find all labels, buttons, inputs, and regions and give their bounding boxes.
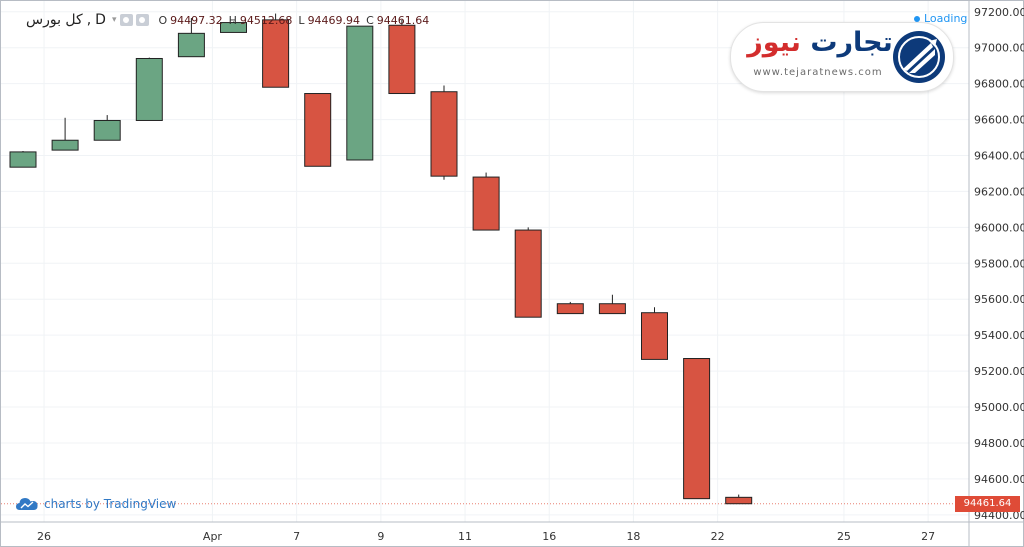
- candle-up[interactable]: [177, 32, 205, 58]
- candle-up[interactable]: [346, 25, 374, 161]
- y-tick-label: 97200.00: [974, 6, 1024, 19]
- logo-emblem-icon: [893, 31, 945, 83]
- last-price-tag: 94461.64: [955, 495, 1020, 512]
- chevron-down-icon[interactable]: ▾: [111, 15, 117, 25]
- candle-down[interactable]: [472, 176, 500, 231]
- y-tick-label: 94400.00: [974, 509, 1024, 522]
- candle-down[interactable]: [262, 19, 290, 88]
- x-tick-label: 16: [542, 530, 556, 543]
- candle-down[interactable]: [556, 303, 584, 315]
- y-tick-label: 96200.00: [974, 185, 1024, 198]
- candle-down[interactable]: [430, 91, 458, 177]
- loading-indicator: Loading: [914, 12, 967, 25]
- x-tick-label: 7: [293, 530, 300, 543]
- y-tick-label: 96400.00: [974, 150, 1024, 163]
- y-tick-label: 96000.00: [974, 221, 1024, 234]
- legend-separator: ,: [86, 12, 92, 28]
- symbol-legend: کل بورس , D ▾ O 94497.32 H 94512.68 L 94…: [26, 10, 429, 30]
- y-tick-label: 95400.00: [974, 329, 1024, 342]
- y-tick-label: 94600.00: [974, 473, 1024, 486]
- candle-down[interactable]: [388, 24, 416, 95]
- x-tick-label: 25: [837, 530, 851, 543]
- x-tick-label: 27: [921, 530, 935, 543]
- candle-down[interactable]: [725, 496, 753, 505]
- interval-label[interactable]: D: [95, 12, 106, 28]
- close-value: 94461.64: [376, 13, 430, 27]
- high-value: 94512.68: [239, 13, 293, 27]
- x-tick-label: 11: [458, 530, 472, 543]
- candle-down[interactable]: [641, 312, 668, 360]
- candle-up[interactable]: [220, 22, 247, 33]
- y-tick-label: 97000.00: [974, 42, 1024, 55]
- candle-down[interactable]: [683, 358, 711, 500]
- candle-up[interactable]: [9, 151, 37, 168]
- logo-website: www.tejaratnews.com: [753, 67, 883, 78]
- loading-dot-icon: [914, 16, 920, 22]
- open-label: O: [158, 13, 168, 27]
- tradingview-text[interactable]: charts by TradingView: [44, 497, 177, 511]
- candle-down[interactable]: [304, 93, 332, 167]
- y-tick-label: 95200.00: [974, 365, 1024, 378]
- x-tick-label: 9: [377, 530, 384, 543]
- candle-up[interactable]: [93, 119, 121, 141]
- logo-wordmark: تجارت نیوز: [745, 27, 895, 58]
- low-label: L: [298, 13, 305, 27]
- y-tick-label: 95800.00: [974, 257, 1024, 270]
- loading-text: Loading: [924, 12, 968, 25]
- x-tick-label: Apr: [203, 530, 223, 543]
- open-value: 94497.32: [170, 13, 223, 27]
- logo-word-a: تجارت: [810, 27, 893, 58]
- tejaratnews-logo: تجارت نیوز www.tejaratnews.com: [730, 22, 954, 92]
- cloud-icon: [16, 498, 38, 510]
- candle-up[interactable]: [135, 57, 163, 121]
- low-value: 94469.94: [307, 13, 361, 27]
- close-label: C: [366, 13, 374, 27]
- y-tick-label: 95600.00: [974, 293, 1024, 306]
- gear-icon[interactable]: [136, 14, 150, 26]
- candle-down[interactable]: [598, 303, 626, 315]
- y-tick-label: 94800.00: [974, 437, 1024, 450]
- y-tick-label: 96600.00: [974, 114, 1024, 127]
- x-tick-label: 22: [711, 530, 725, 543]
- logo-word-b: نیوز: [747, 27, 801, 58]
- y-tick-label: 95000.00: [974, 401, 1024, 414]
- high-label: H: [228, 13, 237, 27]
- x-tick-label: 18: [626, 530, 640, 543]
- eye-icon[interactable]: [120, 14, 134, 26]
- candle-up[interactable]: [51, 139, 79, 151]
- candle-down[interactable]: [514, 229, 542, 318]
- x-tick-label: 26: [37, 530, 51, 543]
- tradingview-attribution[interactable]: charts by TradingView: [16, 497, 176, 511]
- symbol-name[interactable]: کل بورس: [26, 12, 83, 28]
- y-tick-label: 96800.00: [974, 78, 1024, 91]
